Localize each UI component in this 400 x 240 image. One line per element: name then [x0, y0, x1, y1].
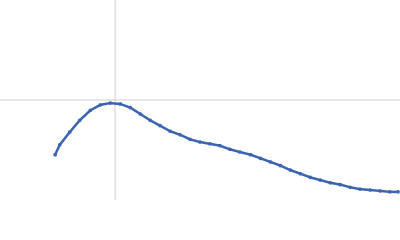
data-point — [338, 182, 342, 187]
page: (() => { const data = JSON.parse(documen… — [0, 0, 400, 200]
data-point — [288, 168, 293, 172]
data-point — [308, 175, 313, 180]
data-point — [128, 105, 133, 110]
data-point — [198, 140, 202, 144]
chart — [0, 0, 400, 200]
data-point — [358, 187, 362, 191]
data-point — [178, 132, 182, 137]
data-point — [148, 118, 152, 123]
data-trace — [54, 101, 399, 194]
data-point — [368, 188, 372, 192]
data-point — [168, 129, 172, 133]
data-point — [88, 108, 93, 113]
data-point — [138, 112, 142, 116]
data-point — [396, 190, 400, 194]
data-point — [188, 137, 192, 142]
data-point — [258, 156, 263, 161]
data-point — [348, 185, 352, 190]
data-point — [98, 103, 103, 107]
data-point — [67, 130, 72, 134]
data-point — [58, 142, 62, 147]
data-point — [318, 178, 323, 182]
data-point — [298, 171, 303, 176]
data-point — [53, 152, 57, 157]
data-point — [118, 102, 123, 106]
data-point — [218, 143, 222, 148]
data-point — [228, 147, 232, 152]
data-point — [238, 150, 242, 154]
data-point — [158, 123, 162, 128]
data-point — [77, 118, 82, 123]
data-point — [268, 160, 273, 164]
data-point — [278, 163, 283, 168]
data-point — [208, 142, 212, 146]
data-point — [328, 180, 333, 185]
data-point — [378, 189, 382, 193]
data-point — [248, 152, 253, 157]
data-point — [108, 101, 113, 105]
data-point — [388, 190, 392, 194]
